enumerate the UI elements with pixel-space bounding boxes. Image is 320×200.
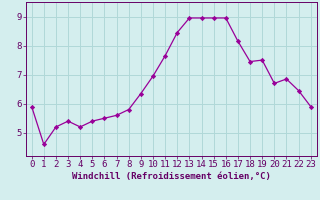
X-axis label: Windchill (Refroidissement éolien,°C): Windchill (Refroidissement éolien,°C) xyxy=(72,172,271,181)
